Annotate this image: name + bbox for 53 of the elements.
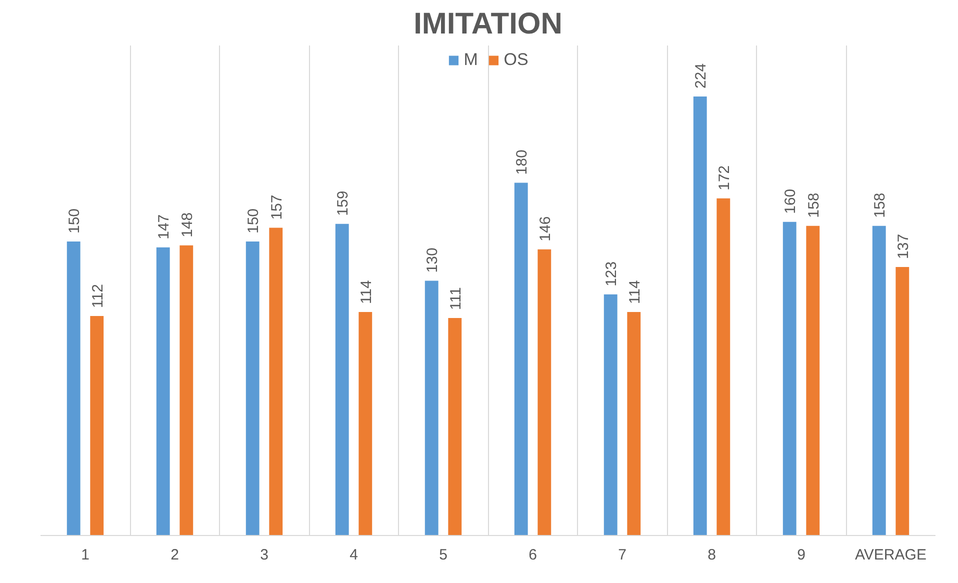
bar xyxy=(246,242,260,536)
data-label: 146 xyxy=(536,216,554,242)
data-label: 157 xyxy=(268,194,286,220)
bar xyxy=(269,228,283,536)
bar xyxy=(66,242,80,536)
x-tick-label: 7 xyxy=(618,546,626,564)
bar xyxy=(424,280,438,536)
bar xyxy=(448,318,462,536)
data-label: 123 xyxy=(603,261,620,286)
x-tick-label: 2 xyxy=(170,546,179,564)
data-label: 180 xyxy=(514,150,531,175)
x-tick-label: 3 xyxy=(260,546,268,564)
chart-title: IMITATION xyxy=(414,8,562,40)
bar xyxy=(604,294,618,536)
x-tick-label: 1 xyxy=(81,546,90,564)
data-label: 112 xyxy=(89,284,106,308)
bar xyxy=(335,224,349,536)
bar xyxy=(538,249,552,536)
bar xyxy=(180,245,194,536)
bar xyxy=(782,222,796,536)
data-label: 147 xyxy=(156,214,173,240)
legend-label: M xyxy=(464,50,479,70)
data-label: 150 xyxy=(245,208,262,234)
data-label: 160 xyxy=(782,188,800,214)
legend-label: OS xyxy=(504,50,528,70)
data-label: 158 xyxy=(805,192,822,218)
x-tick-label: 5 xyxy=(439,546,448,564)
x-tick-label: 8 xyxy=(708,546,716,564)
data-label: 130 xyxy=(424,248,442,273)
bar xyxy=(514,182,528,536)
data-label: 111 xyxy=(447,287,464,310)
data-label: 158 xyxy=(872,192,889,218)
data-label: 159 xyxy=(334,190,352,216)
data-label: 224 xyxy=(692,63,710,88)
bar xyxy=(627,312,641,536)
x-tick-label: 6 xyxy=(528,546,537,564)
bar xyxy=(156,247,170,536)
bar xyxy=(693,96,707,536)
bar xyxy=(716,198,730,536)
bar xyxy=(896,266,910,536)
data-label: 114 xyxy=(358,280,375,304)
data-label: 150 xyxy=(66,208,84,234)
x-tick-label: 9 xyxy=(797,546,806,564)
data-label: 172 xyxy=(716,165,733,190)
data-label: 114 xyxy=(626,280,644,304)
data-label: 137 xyxy=(894,234,912,259)
bar xyxy=(90,316,104,536)
x-tick-label: AVERAGE xyxy=(855,546,926,564)
bar xyxy=(806,226,820,536)
bar xyxy=(872,226,886,536)
x-tick-label: 4 xyxy=(350,546,358,564)
data-label: 148 xyxy=(178,212,196,238)
bar xyxy=(358,312,372,536)
